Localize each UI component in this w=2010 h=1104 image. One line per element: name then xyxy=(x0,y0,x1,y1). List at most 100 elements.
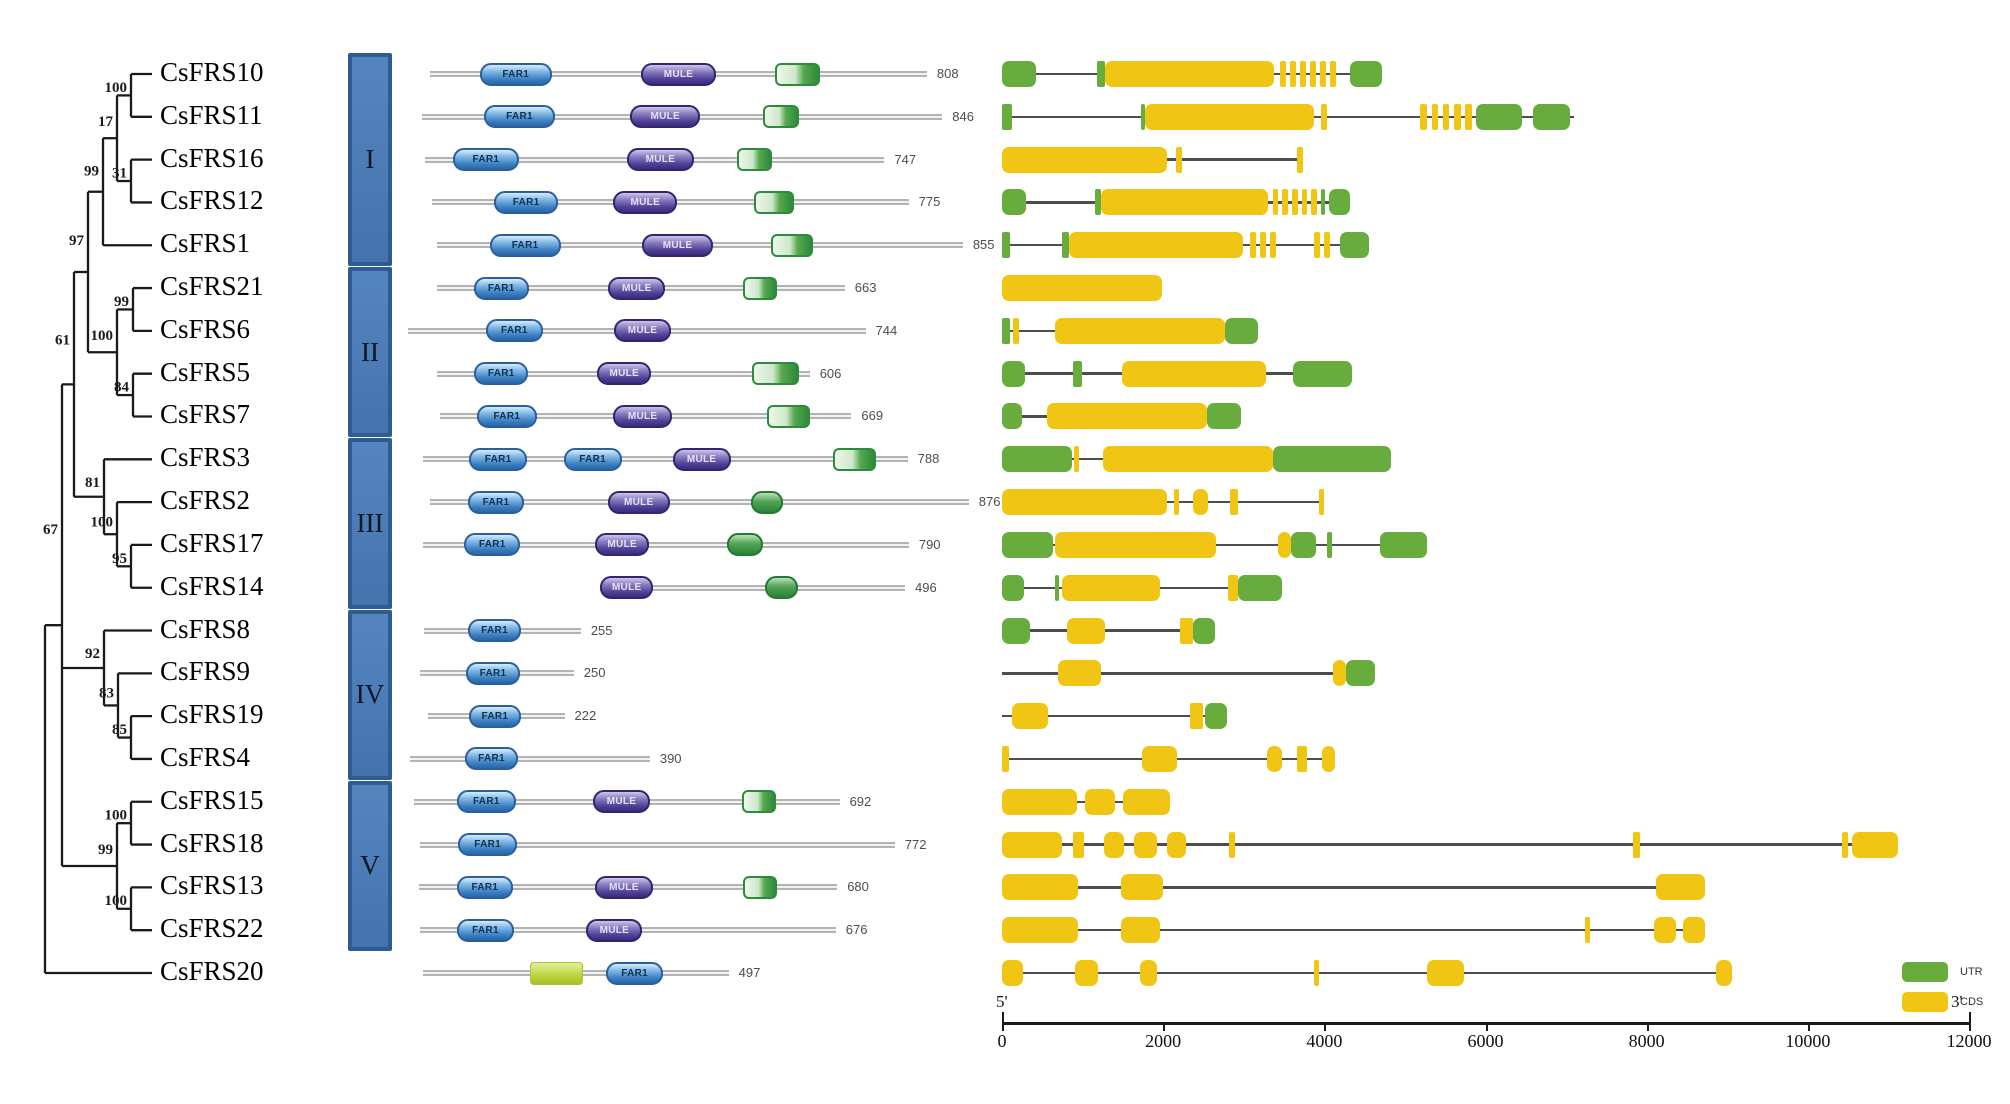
gene-name-csfrs13: CsFRS13 xyxy=(160,870,264,901)
cds-exon xyxy=(1454,103,1461,130)
utr-region xyxy=(1002,446,1073,473)
phylogenetic-tree: 1003117999984100979510081618583921001009… xyxy=(43,72,152,975)
far1-domain: FAR1 xyxy=(457,833,518,857)
utr-region xyxy=(1140,103,1146,130)
cds-exon xyxy=(1279,61,1286,87)
cds-exon xyxy=(1002,874,1079,901)
gene-name-csfrs16: CsFRS16 xyxy=(160,142,264,173)
cds-exon xyxy=(1120,874,1164,901)
axis-tick xyxy=(1002,1022,1004,1031)
axis-tick-label: 4000 xyxy=(1306,1031,1343,1051)
cds-exon xyxy=(1296,745,1308,772)
cds-label: CDS xyxy=(1960,996,1984,1008)
axis-tick xyxy=(1163,1022,1166,1031)
bootstrap-value: 85 xyxy=(112,722,127,738)
axis-tick-label: 12000 xyxy=(1946,1031,1992,1051)
axis-end-tick xyxy=(1969,1012,1971,1022)
greenf-domain xyxy=(753,190,795,214)
cds-exon xyxy=(1189,703,1203,730)
cds-exon xyxy=(1584,917,1591,944)
far1-domain: FAR1 xyxy=(489,233,561,257)
greenf-domain xyxy=(775,62,821,86)
legend-item-utr: UTR xyxy=(1902,962,1983,982)
greens-domain xyxy=(750,490,783,514)
group-label: I xyxy=(365,144,375,175)
bootstrap-value: 97 xyxy=(69,233,85,249)
cds-exon xyxy=(1175,146,1182,173)
gene-name-csfrs18: CsFRS18 xyxy=(160,827,264,858)
far1-domain: FAR1 xyxy=(466,661,520,685)
utr-region xyxy=(1002,61,1036,87)
cds-exon xyxy=(1249,232,1256,259)
utr-region xyxy=(1321,189,1326,216)
mule-domain: MULE xyxy=(613,319,672,343)
far1-domain: FAR1 xyxy=(484,105,555,129)
far1-domain: FAR1 xyxy=(563,447,622,471)
gene-name-csfrs22: CsFRS22 xyxy=(160,913,264,944)
mule-domain: MULE xyxy=(592,790,651,814)
utr-region xyxy=(1072,360,1082,387)
utr-region xyxy=(1062,232,1070,259)
far1-domain: FAR1 xyxy=(469,447,528,471)
greens-domain xyxy=(726,533,764,557)
cds-exon xyxy=(1272,189,1279,216)
cds-swatch xyxy=(1902,992,1948,1012)
utr-region xyxy=(1225,317,1259,344)
protein-backbone xyxy=(430,499,969,506)
cds-exon xyxy=(1277,531,1292,558)
protein-length: 496 xyxy=(915,579,937,595)
cds-exon xyxy=(1230,489,1239,516)
intron-line xyxy=(1002,629,1216,632)
utr-region xyxy=(1533,103,1571,130)
cds-exon xyxy=(1046,403,1208,430)
cds-exon xyxy=(1259,232,1266,259)
far1-domain: FAR1 xyxy=(493,190,559,214)
group-label: II xyxy=(361,336,379,367)
far1-domain: FAR1 xyxy=(465,747,518,771)
utr-region xyxy=(1095,189,1102,216)
bootstrap-value: 99 xyxy=(98,842,113,858)
utr-region xyxy=(1192,617,1216,644)
utr-region xyxy=(1097,61,1105,87)
cds-exon xyxy=(1101,189,1268,216)
utr-region xyxy=(1475,103,1522,130)
utr-region xyxy=(1379,531,1427,558)
bootstrap-value: 95 xyxy=(112,551,127,567)
group-box-v: V xyxy=(348,780,392,952)
cds-exon xyxy=(1120,917,1160,944)
cds-exon xyxy=(1269,232,1276,259)
cds-exon xyxy=(1318,489,1324,516)
axis-tick xyxy=(1485,1022,1488,1031)
intron-line xyxy=(1002,843,1899,846)
cds-exon xyxy=(1104,831,1125,858)
cds-exon xyxy=(1104,61,1275,87)
protein-backbone xyxy=(410,755,650,762)
cds-exon xyxy=(1282,189,1289,216)
far1-domain: FAR1 xyxy=(474,362,529,386)
cds-exon xyxy=(1122,788,1170,815)
cds-exon xyxy=(1682,917,1706,944)
cds-exon xyxy=(1323,232,1330,259)
utr-region xyxy=(1002,574,1024,601)
gene-name-csfrs19: CsFRS19 xyxy=(160,699,264,730)
cds-exon xyxy=(1002,831,1063,858)
utr-region xyxy=(1339,232,1369,259)
axis-tick xyxy=(1969,1022,1971,1031)
utr-region xyxy=(1002,617,1031,644)
bootstrap-value: 83 xyxy=(99,686,114,702)
cds-exon xyxy=(1141,745,1177,772)
protein-length: 680 xyxy=(847,879,869,895)
protein-length: 255 xyxy=(590,622,613,638)
utr-region xyxy=(1002,103,1012,130)
gene-name-csfrs7: CsFRS7 xyxy=(160,399,251,430)
far1-domain: FAR1 xyxy=(452,148,520,172)
cds-exon xyxy=(1085,788,1115,815)
protein-backbone xyxy=(420,841,895,848)
protein-length: 846 xyxy=(952,108,974,124)
axis-tick xyxy=(1324,1022,1327,1031)
greenf-domain xyxy=(751,362,799,386)
cds-exon xyxy=(1852,831,1899,858)
far1-domain: FAR1 xyxy=(479,62,552,86)
protein-length: 669 xyxy=(861,408,884,424)
bootstrap-value: 100 xyxy=(105,893,128,909)
